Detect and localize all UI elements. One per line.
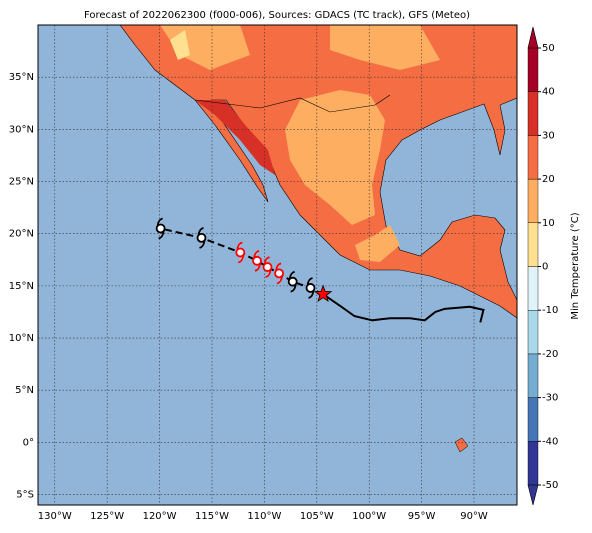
cold-region: [170, 30, 190, 60]
colorbar-level: [527, 178, 539, 224]
colorbar-label: Min Temperature (°C): [570, 212, 581, 319]
y-tick-label: 0°: [23, 437, 34, 448]
y-tick-label: 5°N: [15, 385, 34, 396]
x-tick-label: 90°W: [460, 511, 488, 522]
cool-region: [285, 90, 385, 225]
colorbar-tick-label: -50: [542, 480, 558, 491]
storm-marker: [235, 241, 246, 264]
y-tick-label: 5°S: [16, 490, 34, 501]
colorbar-level: [527, 397, 539, 442]
colorbar-level: [527, 266, 539, 311]
storm-marker: [274, 262, 284, 285]
y-tick-label: 25°N: [9, 177, 34, 188]
x-tick-label: 125°W: [90, 511, 124, 522]
y-tick-label: 15°N: [9, 281, 34, 292]
colorbar-tick-label: -30: [542, 393, 558, 404]
colorbar-tick-label: 10: [542, 218, 555, 229]
colorbar-tick-label: 0: [542, 262, 548, 273]
colorbar-tick-label: -10: [542, 305, 558, 316]
colorbar-tick-label: 50: [542, 43, 555, 54]
warm-region: [195, 100, 275, 175]
y-tick-label: 35°N: [9, 72, 34, 83]
cool-region: [355, 225, 400, 262]
plot-layer: [38, 25, 517, 505]
colorbar-tick-label: -20: [542, 349, 558, 360]
land: [119, 25, 517, 453]
colorbar-tick-label: -40: [542, 436, 558, 447]
storm-marker: [252, 249, 262, 272]
island: [454, 437, 469, 453]
colorbar-level: [527, 310, 539, 355]
x-tick-label: 100°W: [352, 511, 386, 522]
map-frame: [37, 24, 518, 506]
colorbar-level: [527, 353, 539, 398]
storm-marker: [287, 270, 298, 293]
colorbar-level: [527, 135, 539, 180]
x-tick-label: 95°W: [408, 511, 436, 522]
colorbar-extend-bottom: [527, 484, 539, 506]
cool-region: [330, 25, 440, 70]
y-tick-label: 30°N: [9, 124, 34, 135]
border: [194, 94, 391, 113]
y-tick-label: 10°N: [9, 333, 34, 344]
x-tick-label: 130°W: [38, 511, 72, 522]
map-title: Forecast of 2022062300 (f000-006), Sourc…: [84, 10, 470, 21]
storm-marker: [196, 226, 207, 249]
y-tick-label: 20°N: [9, 229, 34, 240]
x-tick-label: 110°W: [247, 511, 281, 522]
x-tick-label: 105°W: [300, 511, 334, 522]
past-track: [322, 293, 485, 323]
colorbar-level: [527, 47, 539, 92]
colorbar-level: [527, 91, 539, 136]
colorbar-level: [527, 222, 539, 267]
storm-marker: [305, 277, 316, 299]
x-tick-label: 115°W: [195, 511, 229, 522]
colorbar-tick-label: 30: [542, 130, 555, 141]
colorbar-tick-label: 40: [542, 87, 555, 98]
current-position: [313, 284, 333, 303]
storm-marker: [155, 217, 166, 240]
colorbar-extend-top: [527, 26, 539, 49]
colorbar-tick-label: 20: [542, 174, 555, 185]
x-tick-label: 120°W: [143, 511, 177, 522]
colorbar-level: [527, 441, 539, 486]
storm-marker: [262, 256, 273, 278]
